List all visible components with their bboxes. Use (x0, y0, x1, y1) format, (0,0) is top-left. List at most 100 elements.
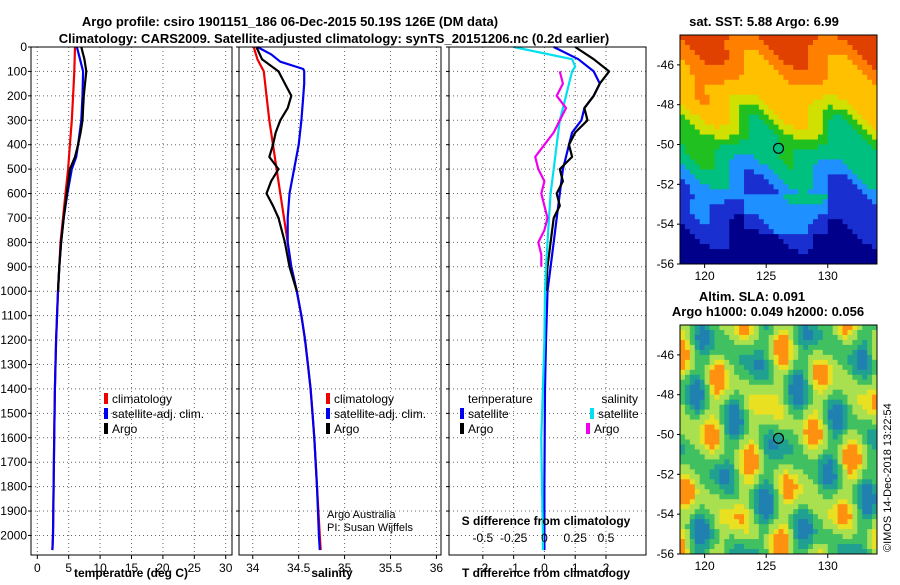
map-cell (748, 39, 755, 46)
map-cell (798, 469, 804, 475)
map-cell (734, 149, 740, 155)
map-cell (719, 484, 725, 490)
map-cell (798, 354, 804, 361)
map-cell (837, 244, 844, 250)
plot-frame (238, 46, 442, 556)
map-cell (798, 84, 804, 91)
map-cell (699, 114, 706, 121)
map-cell (763, 474, 770, 480)
map-cell (734, 334, 740, 341)
map-cell (773, 239, 779, 245)
map-cell (709, 339, 715, 346)
map-cell (812, 184, 819, 190)
map-cell (719, 129, 725, 136)
map-cell (680, 534, 686, 540)
map-cell (803, 494, 809, 500)
map-cell (719, 35, 725, 41)
map-cell (872, 424, 878, 431)
map-cell (714, 224, 720, 230)
map-cell (744, 204, 750, 210)
map-cell (694, 325, 701, 331)
map-cell (704, 499, 711, 505)
map-cell (812, 259, 819, 265)
map-cell (798, 544, 804, 550)
map-cell (827, 144, 834, 150)
map-cell (773, 494, 779, 500)
map-cell (852, 519, 858, 525)
map-cell (680, 325, 686, 331)
map-cell (734, 204, 740, 210)
map-cell (817, 259, 824, 265)
map-cell (803, 394, 809, 401)
map-cell (822, 144, 829, 150)
map-cell (689, 229, 696, 235)
map-cell (699, 89, 706, 96)
map-cell (768, 244, 775, 250)
map-cell (768, 119, 775, 126)
map-cell (812, 474, 819, 480)
map-cell (793, 139, 799, 146)
map-cell (803, 74, 809, 81)
map-cell (768, 419, 775, 426)
map-cell (739, 149, 745, 155)
map-cell (803, 35, 809, 41)
map-cell (822, 529, 829, 535)
map-cell (867, 229, 873, 235)
map-cell (758, 499, 765, 505)
map-cell (852, 474, 858, 480)
map-cell (778, 164, 784, 170)
map-cell (684, 234, 691, 240)
map-cell (753, 454, 760, 460)
map-cell (694, 224, 701, 230)
map-cell (724, 84, 730, 91)
map-cell (694, 484, 701, 490)
map-cell (680, 374, 686, 381)
map-cell (793, 129, 799, 136)
map-cell (872, 114, 878, 121)
map-cell (803, 234, 809, 240)
map-cell (704, 234, 711, 240)
map-cell (842, 504, 848, 510)
map-cell (684, 354, 691, 361)
map-cell (699, 489, 706, 495)
map-cell (803, 69, 809, 76)
map-cell (729, 529, 735, 535)
map-cell (817, 359, 824, 366)
map-cell (783, 499, 789, 505)
map-cell (827, 59, 834, 66)
map-cell (704, 374, 711, 381)
map-cell (827, 114, 834, 121)
map-cell (827, 84, 834, 91)
map-cell (827, 499, 834, 505)
map-cell (719, 334, 725, 341)
map-cell (788, 339, 794, 346)
map-cell (719, 139, 725, 146)
map-cell (812, 39, 819, 46)
map-cell (798, 244, 804, 250)
map-cell (817, 519, 824, 525)
map-cell (758, 419, 765, 426)
map-cell (709, 54, 715, 61)
map-cell (857, 549, 863, 555)
map-cell (689, 449, 696, 455)
map-cell (847, 504, 853, 510)
map-cell (847, 449, 853, 455)
map-cell (739, 474, 745, 480)
map-cell (744, 359, 750, 366)
map-cell (758, 439, 765, 445)
map-cell (684, 94, 691, 101)
map-cell (694, 124, 701, 131)
map-cell (719, 194, 725, 200)
map-cell (744, 99, 750, 106)
map-cell (753, 209, 760, 215)
map-cell (793, 164, 799, 170)
map-cell (704, 259, 711, 265)
map-cell (729, 334, 735, 341)
map-cell (788, 534, 794, 540)
map-cell (734, 404, 740, 411)
map-cell (729, 499, 735, 505)
map-cell (832, 534, 839, 540)
map-cell (793, 124, 799, 131)
map-cell (748, 239, 755, 245)
map-cell (714, 129, 720, 136)
